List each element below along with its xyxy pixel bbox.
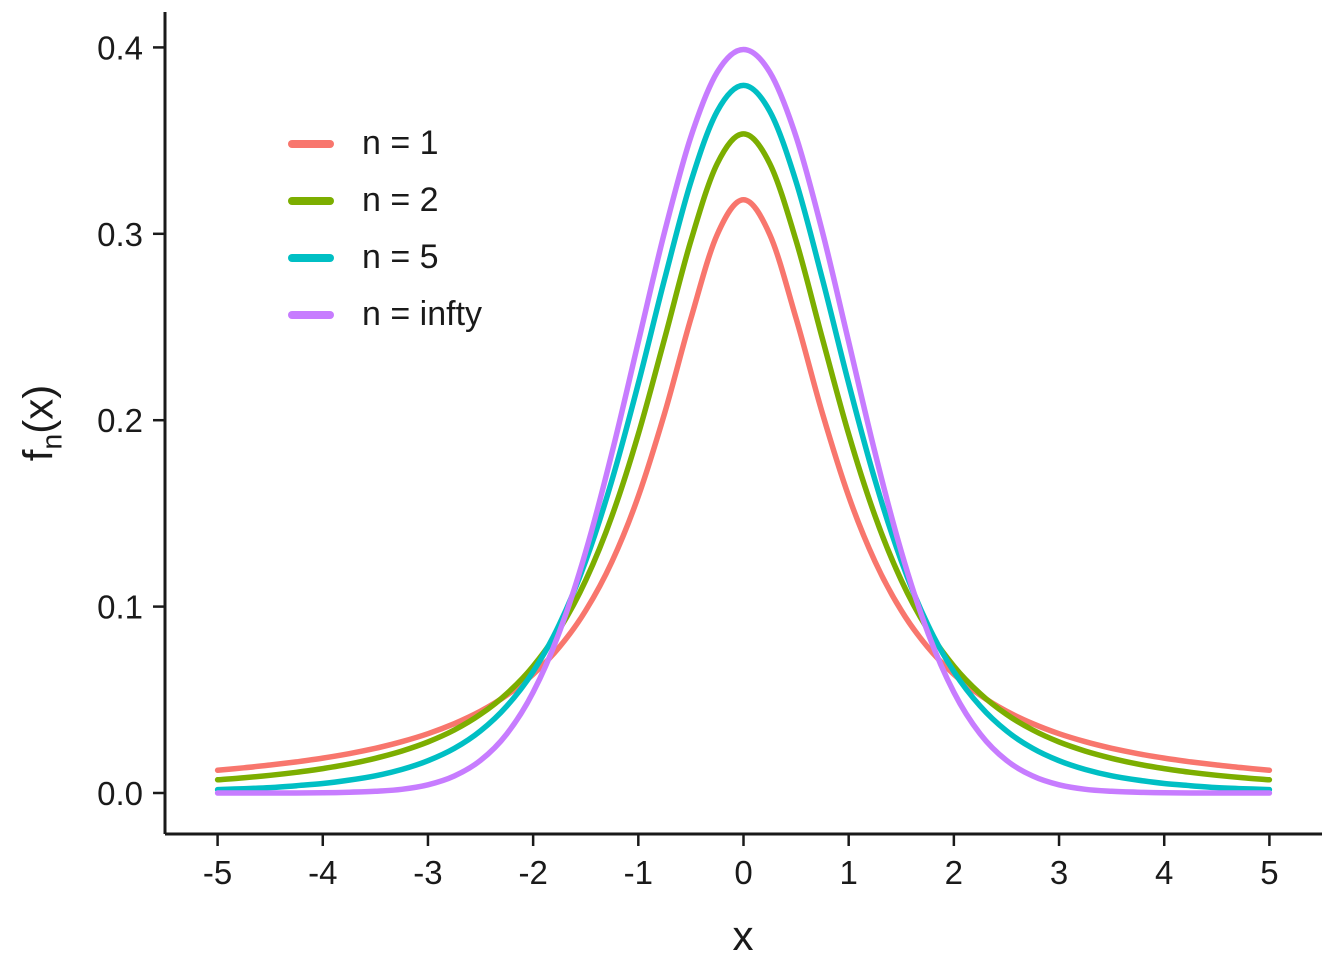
x-tick-label: 2 (945, 854, 963, 891)
x-tick-label: 3 (1050, 854, 1068, 891)
legend-swatch-icon (288, 196, 334, 205)
curves-layer (214, 46, 1273, 796)
y-tick-label: 0.0 (97, 775, 143, 812)
legend-label: n = 5 (362, 238, 439, 276)
x-tick-label: -4 (308, 854, 337, 891)
y-tick-label: 0.2 (97, 402, 143, 439)
axes-layer: -5 -4 -3 -2 -1 0 1 2 3 4 5 0.0 0.1 0.2 0.3 0.4 (97, 12, 1322, 891)
legend-label: n = infty (362, 295, 483, 333)
curve-series-1 (214, 131, 1273, 783)
legend: n = 1 n = 2 n = 5 n = infty (288, 122, 482, 336)
curve-series-0 (214, 196, 1273, 774)
legend-item-0: n = 1 (288, 122, 482, 165)
legend-swatch-icon (288, 310, 334, 319)
legend-label: n = 2 (362, 181, 439, 219)
y-tick-label: 0.4 (97, 29, 143, 66)
x-tick-label: 1 (840, 854, 858, 891)
legend-item-2: n = 5 (288, 236, 482, 279)
y-tick-label: 0.3 (97, 216, 143, 253)
x-tick-label: 4 (1155, 854, 1173, 891)
y-axis-title-post: (x) (14, 384, 62, 434)
x-tick-label: -5 (203, 854, 232, 891)
x-axis-title: x (732, 912, 754, 959)
x-tick-label: -2 (518, 854, 547, 891)
legend-swatch-icon (288, 139, 334, 148)
y-axis-title-pre: f (14, 449, 62, 462)
x-tick-label: -3 (413, 854, 442, 891)
curve-series-2 (214, 82, 1273, 793)
curve-series-3 (214, 46, 1273, 796)
y-axis-title-sub: n (36, 433, 69, 450)
legend-item-1: n = 2 (288, 179, 482, 222)
y-tick-label: 0.1 (97, 589, 143, 626)
x-tick-label: -1 (624, 854, 653, 891)
legend-swatch-icon (288, 253, 334, 262)
y-axis-title: fn(x) (14, 385, 69, 462)
legend-label: n = 1 (362, 124, 439, 162)
legend-item-3: n = infty (288, 293, 482, 336)
x-tick-label: 5 (1260, 854, 1278, 891)
x-tick-label: 0 (734, 854, 752, 891)
